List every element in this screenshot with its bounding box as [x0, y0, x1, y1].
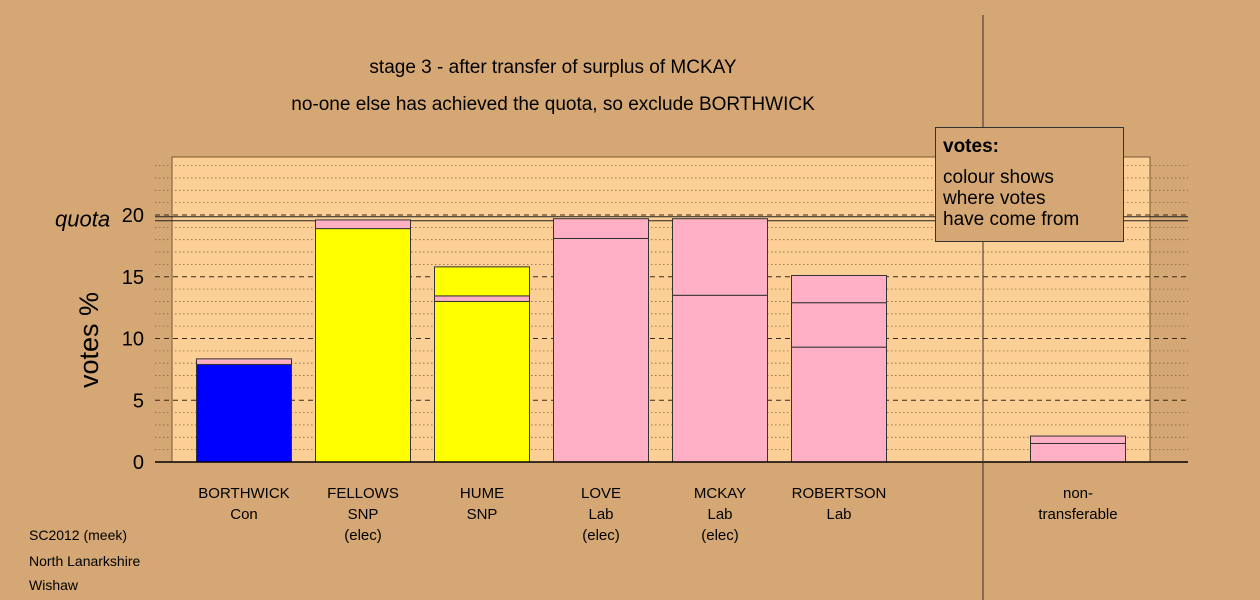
legend-box: votes: colour shows where votes have com… [935, 127, 1124, 242]
category-label: (elec) [582, 527, 620, 544]
category-label: transferable [1038, 506, 1117, 523]
bar-segment [315, 228, 411, 463]
category-label: non- [1063, 485, 1093, 502]
bar-segment [196, 358, 292, 365]
legend-line: where votes [943, 188, 1046, 209]
category-label: SNP [348, 506, 379, 523]
footer-line-method: SC2012 (meek) [29, 527, 128, 543]
chart-subtitle: no-one else has achieved the quota, so e… [291, 94, 815, 115]
footer-line-ward: Wishaw [29, 577, 79, 593]
category-label: SNP [467, 506, 498, 523]
bar-segment [1030, 442, 1126, 463]
bar-segment [315, 219, 411, 230]
legend-line: colour shows [943, 167, 1054, 188]
bar-segment [196, 363, 292, 463]
category-label: BORTHWICK [198, 485, 289, 502]
bar-segment [791, 302, 887, 348]
bar-segment [672, 218, 768, 296]
bar-segment [791, 275, 887, 304]
category-label: ROBERTSON [792, 485, 887, 502]
chart-title: stage 3 - after transfer of surplus of M… [369, 57, 736, 78]
bar-segment [791, 346, 887, 463]
category-label: Lab [707, 506, 732, 523]
bar-segment [553, 237, 649, 463]
bar-segment [672, 294, 768, 463]
legend-line: have come from [943, 209, 1080, 230]
category-label: Lab [588, 506, 613, 523]
category-label: LOVE [581, 485, 621, 502]
quota-label: quota [55, 207, 110, 232]
bar-segment [1030, 435, 1126, 444]
category-label: HUME [460, 485, 504, 502]
category-label: MCKAY [694, 485, 746, 502]
legend-title: votes: [943, 136, 999, 157]
y-tick-label: 0 [133, 452, 144, 474]
footer-line-council: North Lanarkshire [29, 553, 141, 569]
y-tick-label: 15 [122, 267, 144, 289]
y-tick-label: 10 [122, 329, 144, 351]
category-label: (elec) [344, 527, 382, 544]
category-label: Lab [826, 506, 851, 523]
category-label: Con [230, 506, 258, 523]
y-tick-label: 5 [133, 390, 144, 412]
category-label: FELLOWS [327, 485, 399, 502]
bar-segment [434, 295, 530, 302]
category-label: (elec) [701, 527, 739, 544]
bar-segment [553, 218, 649, 239]
y-tick-label: 20 [122, 205, 144, 227]
bar-segment [434, 266, 530, 297]
y-axis-title: votes % [74, 292, 104, 388]
bar-segment [434, 300, 530, 463]
